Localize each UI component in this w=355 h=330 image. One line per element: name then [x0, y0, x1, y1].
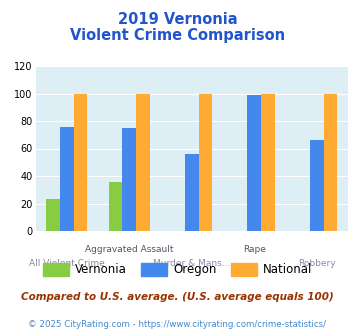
Bar: [60, 126, 73, 231]
Bar: [122, 128, 136, 231]
Bar: [46, 199, 60, 231]
Text: All Violent Crime: All Violent Crime: [29, 259, 105, 268]
Bar: [136, 93, 150, 231]
Text: Robbery: Robbery: [298, 259, 335, 268]
Bar: [310, 140, 323, 231]
Bar: [198, 93, 212, 231]
Bar: [109, 182, 122, 231]
Text: Murder & Mans...: Murder & Mans...: [153, 259, 230, 268]
Text: 2019 Vernonia: 2019 Vernonia: [118, 12, 237, 26]
Bar: [247, 95, 261, 231]
Text: Violent Crime Comparison: Violent Crime Comparison: [70, 28, 285, 43]
Bar: [261, 93, 275, 231]
Bar: [185, 154, 198, 231]
Text: Compared to U.S. average. (U.S. average equals 100): Compared to U.S. average. (U.S. average …: [21, 292, 334, 302]
Text: Aggravated Assault: Aggravated Assault: [85, 245, 174, 254]
Bar: [323, 93, 337, 231]
Legend: Vernonia, Oregon, National: Vernonia, Oregon, National: [38, 258, 317, 281]
Bar: [73, 93, 87, 231]
Text: Rape: Rape: [243, 245, 266, 254]
Text: © 2025 CityRating.com - https://www.cityrating.com/crime-statistics/: © 2025 CityRating.com - https://www.city…: [28, 320, 327, 329]
